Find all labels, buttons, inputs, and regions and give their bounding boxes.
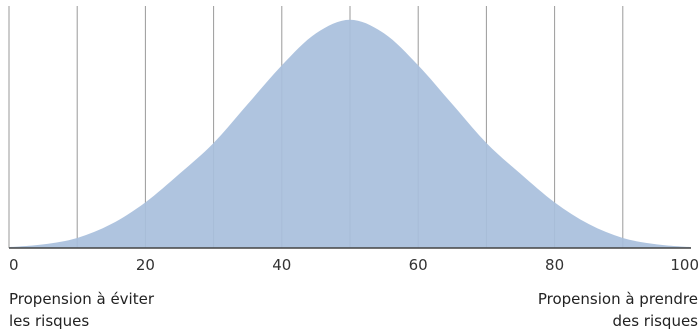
left-caption-line-2: les risques bbox=[9, 312, 90, 330]
right-caption-line-2: des risques bbox=[612, 312, 698, 330]
right-axis-caption: Propension à prendre des risques bbox=[538, 288, 698, 332]
x-tick-label-80: 80 bbox=[545, 256, 564, 274]
left-caption-line-1: Propension à éviter bbox=[9, 290, 154, 308]
distribution-area bbox=[9, 19, 691, 248]
x-tick-label-100: 100 bbox=[670, 256, 699, 274]
x-tick-label-40: 40 bbox=[272, 256, 291, 274]
x-tick-labels: 0 20 40 60 80 100 bbox=[9, 256, 699, 274]
left-axis-caption: Propension à éviter les risques bbox=[9, 288, 154, 332]
right-caption-line-1: Propension à prendre bbox=[537, 290, 698, 308]
x-tick-label-60: 60 bbox=[409, 256, 428, 274]
x-tick-label-0: 0 bbox=[9, 256, 19, 274]
x-tick-label-20: 20 bbox=[136, 256, 155, 274]
